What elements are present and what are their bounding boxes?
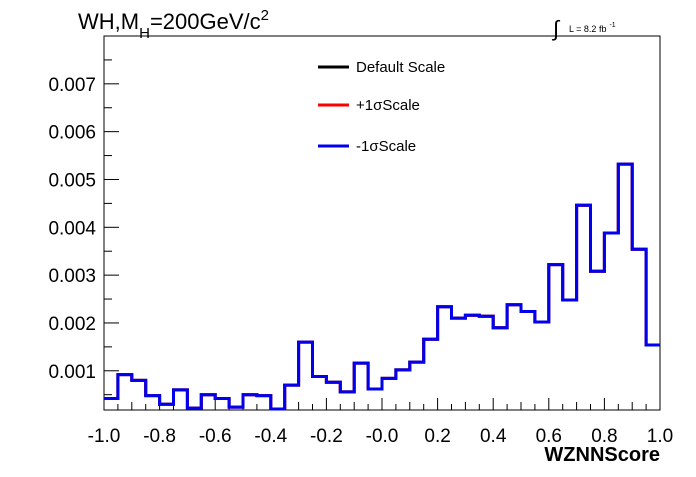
y-tick-label: 0.001 — [48, 362, 96, 383]
title-middle: =200GeV/c — [150, 9, 261, 34]
y-tick-label: 0.003 — [48, 266, 96, 287]
legend: Default Scale +1σScale -1σScale — [318, 59, 445, 155]
svg-text:L = 8.2 fb-1: L = 8.2 fb -1 — [569, 22, 616, 34]
title-prefix: WH,M — [78, 9, 139, 34]
x-tick-label: 0.4 — [480, 426, 507, 447]
legend-label-2: +1σScale — [356, 97, 420, 114]
y-tick-label: 0.005 — [48, 170, 96, 191]
x-tick-label: -0.4 — [254, 426, 287, 447]
chart-title: WH,MH=200GeV/c2 — [78, 7, 269, 42]
x-tick-label: -1.0 — [88, 426, 121, 447]
x-tick-label: 0.6 — [536, 426, 562, 447]
series-line-3 — [104, 162, 660, 411]
series-layer — [104, 162, 660, 411]
title-superscript: 2 — [261, 7, 269, 24]
x-tick-label: -0.8 — [143, 426, 176, 447]
y-axis: 0.001 0.002 0.003 0.004 0.005 0.006 0.007 — [48, 35, 119, 396]
x-tick-label: -0.6 — [199, 426, 232, 447]
x-axis-label: WZNNScore — [544, 444, 660, 466]
title-subscript: H — [139, 25, 150, 42]
x-tick-label: -0.2 — [310, 426, 343, 447]
x-tick-label: 0.8 — [591, 426, 617, 447]
lumi-text: L = 8.2 fb — [569, 24, 606, 34]
legend-label-3: -1σScale — [356, 138, 416, 155]
y-tick-label: 0.007 — [48, 75, 96, 96]
legend-label-1: Default Scale — [356, 59, 445, 76]
svg-text:WH,MH=200GeV/c2: WH,MH=200GeV/c2 — [78, 7, 269, 42]
y-tick-label: 0.002 — [48, 314, 96, 335]
x-axis: -1.0 -0.8 -0.6 -0.4 -0.2 -0.0 0.2 0.4 0.6 0.8 1.0 — [88, 398, 673, 447]
y-tick-label: 0.006 — [48, 123, 96, 144]
x-tick-label: 1.0 — [647, 426, 673, 447]
x-tick-label: -0.0 — [366, 426, 399, 447]
y-tick-label: 0.004 — [48, 218, 96, 239]
lumi-superscript: -1 — [609, 22, 615, 29]
integral-icon: ∫ — [551, 16, 561, 41]
x-tick-label: 0.2 — [424, 426, 450, 447]
luminosity-label: ∫ L = 8.2 fb -1 — [551, 16, 616, 41]
